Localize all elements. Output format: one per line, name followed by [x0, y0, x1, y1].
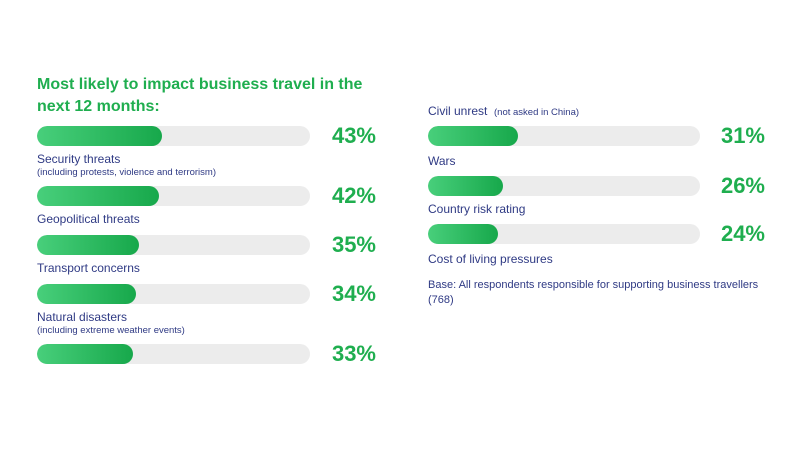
value-label: 31%	[720, 123, 765, 148]
bar-fill	[428, 176, 503, 196]
category-label: Natural disasters	[37, 310, 127, 325]
category-sublabel: (including protests, violence and terror…	[37, 167, 216, 178]
bar-track	[37, 186, 310, 206]
bar-fill	[37, 126, 162, 146]
category-label: Cost of living pressures	[428, 252, 553, 267]
bar-track	[428, 176, 700, 196]
category-label-text: Natural disasters	[37, 310, 128, 324]
value-label: 42%	[331, 183, 376, 208]
chart-title: Most likely to impact business travel in…	[37, 76, 363, 115]
category-label-text: Wars	[428, 154, 456, 168]
category-sublabel: (not asked in China)	[491, 107, 580, 118]
base-note: Base: All respondents responsible for su…	[428, 279, 759, 306]
category-sublabel: (including extreme weather events)	[37, 325, 185, 336]
bar-track	[428, 224, 700, 244]
category-label-text: Geopolitical threats	[37, 212, 140, 226]
category-label: Country risk rating	[428, 202, 525, 217]
bar-track	[37, 235, 310, 255]
category-label: Security threats	[37, 152, 120, 167]
bar-fill	[428, 126, 518, 146]
bar-fill	[428, 224, 498, 244]
bar-track	[428, 126, 700, 146]
bar-track	[37, 284, 310, 304]
value-label: 24%	[720, 221, 765, 246]
value-label: 33%	[331, 341, 376, 366]
bar-fill	[37, 284, 136, 304]
category-label: Geopolitical threats	[37, 212, 140, 227]
category-label-text: Security threats	[37, 152, 121, 166]
value-label: 34%	[331, 281, 376, 306]
value-label: 26%	[720, 173, 765, 198]
bar-track	[37, 126, 310, 146]
bar-fill	[37, 186, 159, 206]
category-label: Civil unrest (not asked in China)	[428, 104, 579, 120]
category-label-text: Country risk rating	[428, 202, 526, 216]
category-label: Transport concerns	[37, 261, 140, 276]
category-label-text: Transport concerns	[37, 261, 140, 275]
category-label: Wars	[428, 154, 456, 169]
category-label-text: Civil unrest	[428, 104, 488, 118]
value-label: 35%	[331, 232, 376, 257]
category-label-text: Cost of living pressures	[428, 252, 553, 266]
bar-fill	[37, 235, 139, 255]
value-label: 43%	[331, 123, 376, 148]
bar-track	[37, 344, 310, 364]
bar-fill	[37, 344, 133, 364]
